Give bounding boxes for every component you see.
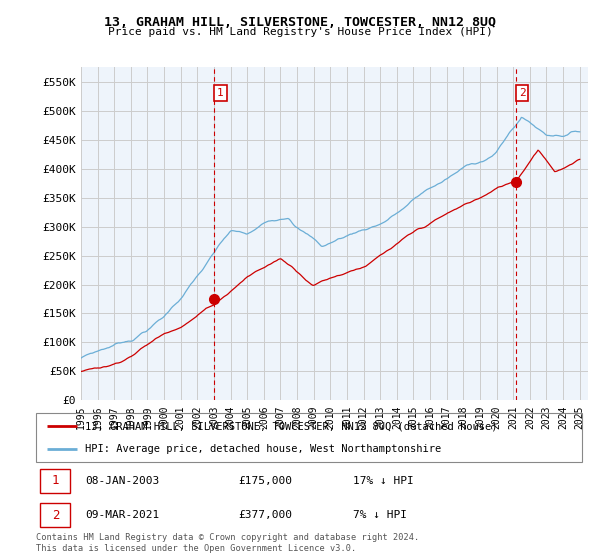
Text: 08-JAN-2003: 08-JAN-2003 <box>85 476 160 486</box>
Text: 2: 2 <box>519 88 526 98</box>
Text: 17% ↓ HPI: 17% ↓ HPI <box>353 476 413 486</box>
Text: 13, GRAHAM HILL, SILVERSTONE, TOWCESTER, NN12 8UQ: 13, GRAHAM HILL, SILVERSTONE, TOWCESTER,… <box>104 16 496 29</box>
Text: 09-MAR-2021: 09-MAR-2021 <box>85 510 160 520</box>
Text: Price paid vs. HM Land Registry's House Price Index (HPI): Price paid vs. HM Land Registry's House … <box>107 27 493 37</box>
Text: £175,000: £175,000 <box>238 476 292 486</box>
FancyBboxPatch shape <box>40 469 70 493</box>
FancyBboxPatch shape <box>40 503 70 528</box>
Text: 2: 2 <box>52 508 59 521</box>
Text: 1: 1 <box>52 474 59 487</box>
Text: HPI: Average price, detached house, West Northamptonshire: HPI: Average price, detached house, West… <box>85 444 442 454</box>
Text: 13, GRAHAM HILL, SILVERSTONE, TOWCESTER, NN12 8UQ (detached house): 13, GRAHAM HILL, SILVERSTONE, TOWCESTER,… <box>85 421 497 431</box>
Text: £377,000: £377,000 <box>238 510 292 520</box>
Text: Contains HM Land Registry data © Crown copyright and database right 2024.
This d: Contains HM Land Registry data © Crown c… <box>36 533 419 553</box>
Text: 7% ↓ HPI: 7% ↓ HPI <box>353 510 407 520</box>
Text: 1: 1 <box>217 88 224 98</box>
